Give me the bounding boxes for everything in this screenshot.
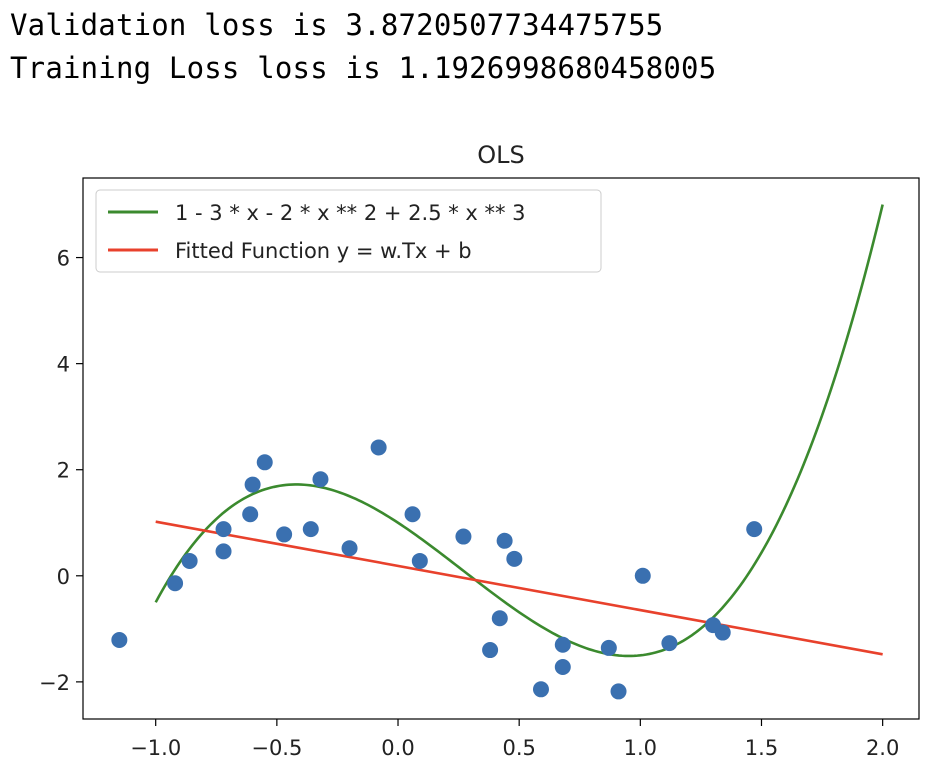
scatter-point [341, 540, 358, 557]
y-tick-label: 4 [57, 353, 70, 377]
scatter-point [242, 506, 259, 523]
scatter-point [244, 476, 261, 493]
training-loss-output: Training Loss loss is 1.1926998680458005 [10, 51, 717, 85]
scatter-point [482, 642, 499, 659]
scatter-point [532, 681, 549, 698]
scatter-point [256, 454, 273, 471]
x-tick-label: 0.0 [381, 736, 414, 760]
x-tick-label: −0.5 [251, 736, 302, 760]
x-tick-label: 2.0 [866, 736, 899, 760]
series-line-cubic [154, 204, 884, 658]
scatter-point [302, 521, 319, 538]
scatter-point [610, 683, 627, 700]
scatter-point [215, 521, 232, 538]
scatter-point [404, 506, 421, 523]
scatter-point [215, 543, 232, 560]
legend: 1 - 3 * x - 2 * x ** 2 + 2.5 * x ** 3 Fi… [95, 189, 602, 273]
scatter-point [111, 631, 128, 648]
scatter-point [506, 550, 523, 567]
x-tick-label: −1.0 [130, 736, 181, 760]
y-tick-label: 0 [57, 565, 70, 589]
chart-title: OLS [477, 141, 525, 169]
axes: −1.0 −0.5 0.0 0.5 1.0 1.5 2.0 −2 0 2 4 6 [39, 247, 899, 760]
x-tick-label: 0.5 [502, 736, 535, 760]
legend-box [95, 189, 602, 273]
plot-frame [82, 177, 920, 720]
scatter-point [455, 528, 472, 545]
scatter-point [714, 624, 731, 641]
scatter-point [491, 610, 508, 627]
scatter-point [411, 552, 428, 569]
legend-label-fitted: Fitted Function y = w.Tx + b [175, 239, 472, 263]
scatter-point [554, 659, 571, 676]
validation-loss-output: Validation loss is 3.8720507734475755 [10, 8, 664, 42]
plot-area [111, 204, 884, 700]
scatter-point [181, 552, 198, 569]
scatter-point [661, 635, 678, 652]
series-line-fitted [155, 520, 883, 656]
scatter-point [167, 575, 184, 592]
y-tick-label: −2 [39, 671, 70, 695]
scatter-point [554, 636, 571, 653]
scatter-point [634, 567, 651, 584]
scatter-point [276, 526, 293, 543]
y-tick-label: 2 [57, 459, 70, 483]
scatter-point [370, 439, 387, 456]
legend-label-cubic: 1 - 3 * x - 2 * x ** 2 + 2.5 * x ** 3 [175, 201, 526, 225]
scatter-point [600, 639, 617, 656]
x-tick-label: 1.0 [624, 736, 657, 760]
scatter-point [496, 532, 513, 549]
x-tick-label: 1.5 [745, 736, 778, 760]
scatter-point [746, 521, 763, 538]
y-tick-label: 6 [57, 247, 70, 271]
scatter-point [312, 471, 329, 488]
